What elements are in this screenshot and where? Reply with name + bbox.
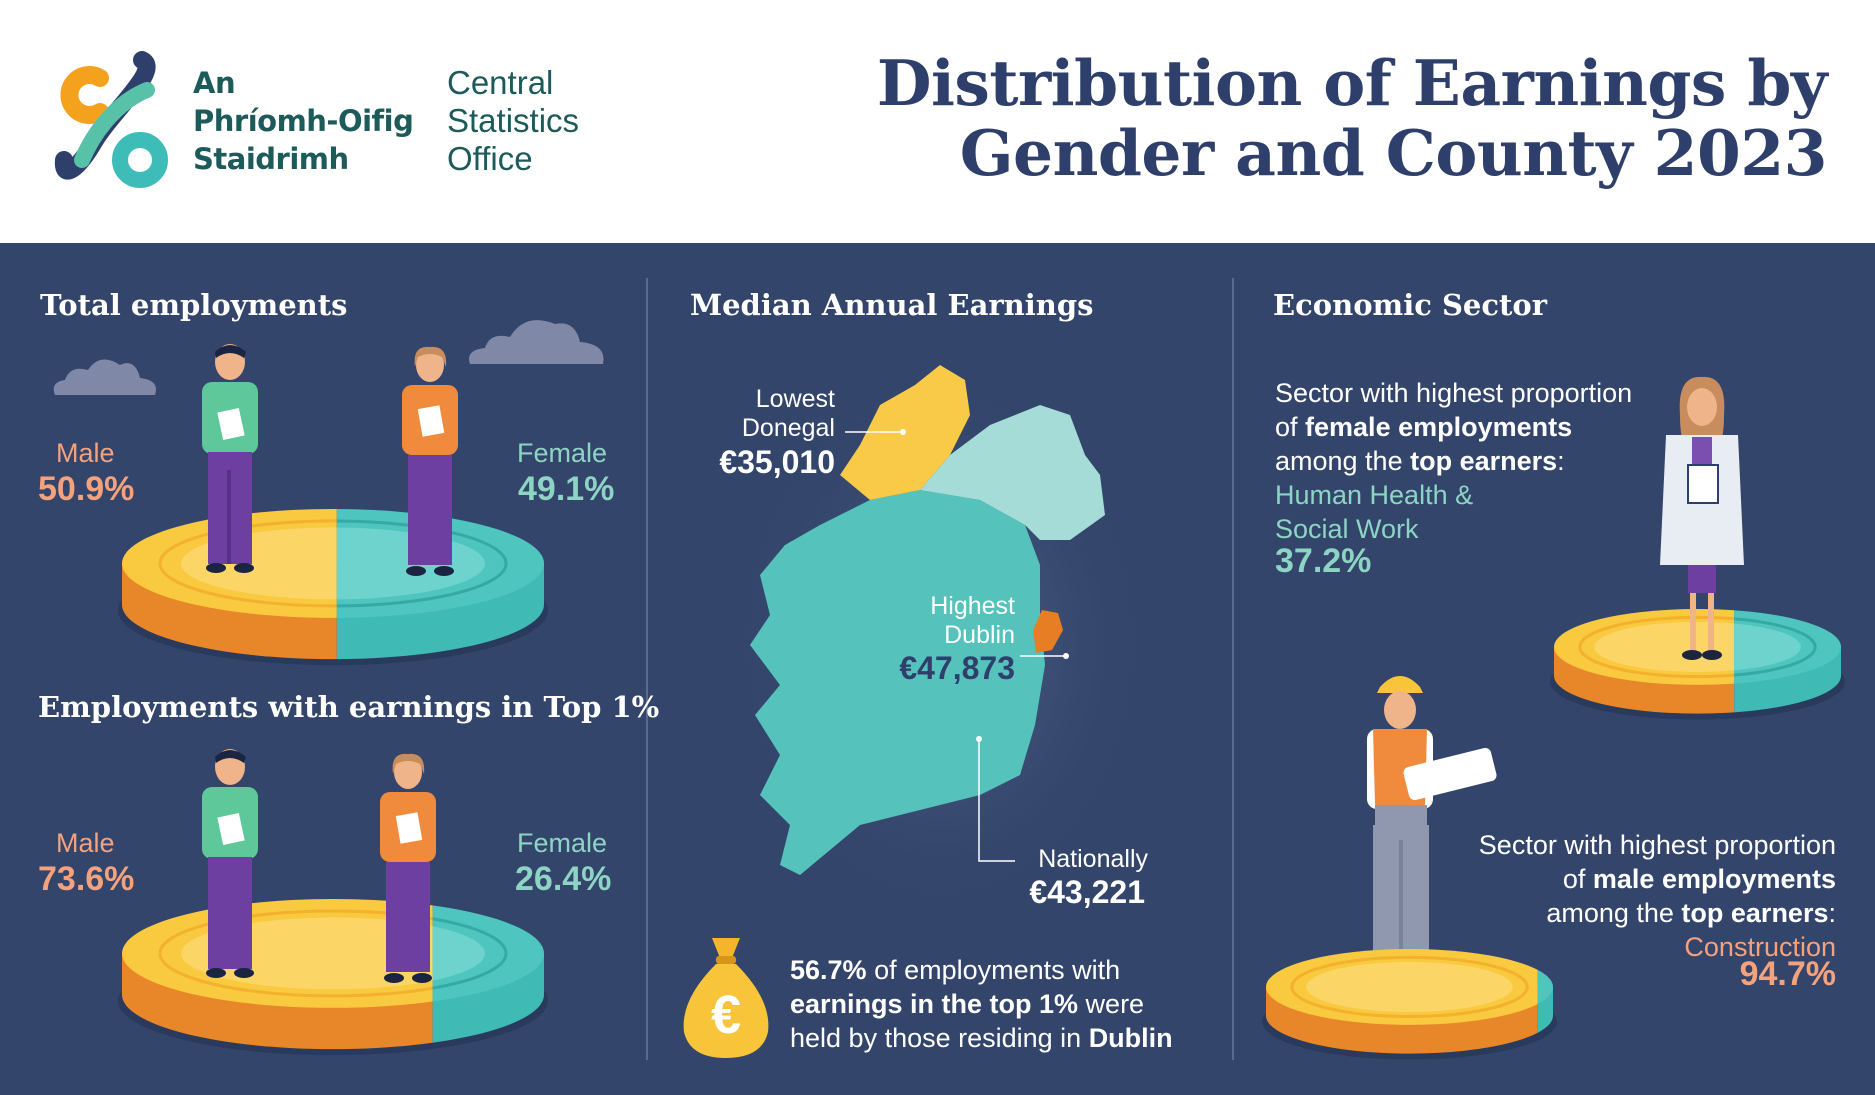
bold-text: female employments <box>1305 412 1573 442</box>
female-person-icon <box>402 346 458 576</box>
coin-segment-left <box>122 509 337 660</box>
coin-segment-right <box>336 509 544 660</box>
logo-irish-line: Phríomh-Oifig <box>193 104 414 138</box>
highest-label: Highest <box>930 592 1015 620</box>
note-county: Dublin <box>1088 1023 1173 1053</box>
female-sector-name: Social Work <box>1275 514 1419 544</box>
map-republic <box>750 490 1045 875</box>
logo-irish-text: An Phríomh-Oifig Staidrimh <box>193 64 414 178</box>
male-value: 50.9% <box>38 470 135 508</box>
title-line: Distribution of Earnings by <box>876 46 1828 120</box>
female-person-icon <box>380 753 436 983</box>
highest-county: Dublin <box>944 621 1015 649</box>
national-label: Nationally <box>1038 845 1148 873</box>
text: : <box>1828 898 1836 928</box>
logo-irish-line: Staidrimh <box>193 142 349 176</box>
dublin-note: 56.7% of employments with earnings in th… <box>790 953 1173 1055</box>
euro-symbol: € <box>710 985 742 1045</box>
female-sector-value: 37.2% <box>1275 542 1372 580</box>
note-bold: earnings in the top 1% <box>790 989 1079 1019</box>
map-northern-region <box>920 405 1105 540</box>
male-label: Male <box>56 828 115 858</box>
national-pointer <box>976 736 1015 862</box>
note-text: held by those residing in <box>790 1023 1089 1053</box>
female-sector-name: Human Health & <box>1275 480 1474 510</box>
female-sector-line: Sector with highest proportion <box>1275 378 1633 408</box>
female-sector-coin <box>1550 609 1845 720</box>
page-title: Distribution of Earnings by Gender and C… <box>876 46 1828 190</box>
column-divider <box>1232 278 1234 1060</box>
highest-pointer <box>1020 653 1069 659</box>
lowest-county: Donegal <box>741 414 835 442</box>
logo-english-text: Central Statistics Office <box>447 64 579 178</box>
national-value: €43,221 <box>1029 874 1145 910</box>
logo-english-line: Office <box>447 140 533 177</box>
total-employments-title: Total employments <box>40 288 348 322</box>
map-dublin <box>1033 610 1063 653</box>
cloud-icon <box>469 320 604 364</box>
male-sector-text: Sector with highest proportion of male e… <box>1400 828 1836 964</box>
female-label: Female <box>517 438 608 468</box>
top1-title: Employments with earnings in Top 1% <box>38 690 660 724</box>
doctor-person-icon <box>1660 376 1744 660</box>
bold-text: top earners <box>1410 446 1558 476</box>
cloud-icon <box>53 359 156 395</box>
header: An Phríomh-Oifig Staidrimh Central Stati… <box>0 0 1875 243</box>
note-percent: 56.7% <box>790 955 867 985</box>
economic-sector-title: Economic Sector <box>1273 288 1548 322</box>
coin-segment-left <box>1266 949 1538 1054</box>
male-sector-name: Construction <box>1684 932 1836 962</box>
cso-logo-icon <box>54 51 168 188</box>
note-line: earnings in the top 1% were <box>790 987 1173 1021</box>
male-sector-line: of male employments <box>1400 862 1836 896</box>
bold-text: male employments <box>1592 864 1836 894</box>
female-label: Female <box>517 828 608 858</box>
note-text: were <box>1078 989 1145 1019</box>
column-divider <box>646 278 648 1060</box>
lowest-value: €35,010 <box>719 444 835 480</box>
male-sector-value: 94.7% <box>1739 955 1836 993</box>
coin-segment-right <box>432 905 544 1043</box>
money-bag-icon <box>683 938 769 1058</box>
female-value: 26.4% <box>515 860 612 898</box>
highest-value: €47,873 <box>899 650 1015 686</box>
logo-english-line: Statistics <box>447 102 580 139</box>
text: among the <box>1546 898 1682 928</box>
male-sector-coin <box>1262 949 1557 1060</box>
note-line: 56.7% of employments with <box>790 953 1173 987</box>
female-value: 49.1% <box>518 470 615 508</box>
top1-coin <box>118 899 548 1056</box>
title-line: Gender and County 2023 <box>959 116 1828 190</box>
male-person-icon <box>202 344 258 573</box>
note-line: held by those residing in Dublin <box>790 1021 1173 1055</box>
median-earnings-title: Median Annual Earnings <box>690 288 1094 322</box>
note-text: of employments with <box>866 955 1121 985</box>
lowest-pointer <box>845 429 906 435</box>
male-person-icon <box>202 749 258 978</box>
male-value: 73.6% <box>38 860 135 898</box>
lowest-label: Lowest <box>755 385 835 413</box>
female-sector-line: among the top earners: <box>1275 444 1632 478</box>
female-sector-line: of female employments <box>1275 410 1632 444</box>
logo-irish-line: An <box>193 66 236 100</box>
total-employments-coin <box>118 509 548 666</box>
coin-segment-right <box>1537 969 1553 1033</box>
ireland-map <box>730 365 1150 915</box>
coin-segment-right <box>1734 610 1841 713</box>
female-sector-text: Sector with highest proportion of female… <box>1275 376 1632 546</box>
text: of <box>1562 864 1593 894</box>
logo-english-line: Central <box>447 64 554 101</box>
male-label: Male <box>56 438 115 468</box>
bold-text: top earners <box>1681 898 1829 928</box>
male-sector-line: among the top earners: <box>1400 896 1836 930</box>
male-sector-line: Sector with highest proportion <box>1478 830 1836 860</box>
coin-segment-left <box>1554 609 1735 714</box>
text: : <box>1557 446 1565 476</box>
text: of <box>1275 412 1306 442</box>
text: among the <box>1275 446 1411 476</box>
